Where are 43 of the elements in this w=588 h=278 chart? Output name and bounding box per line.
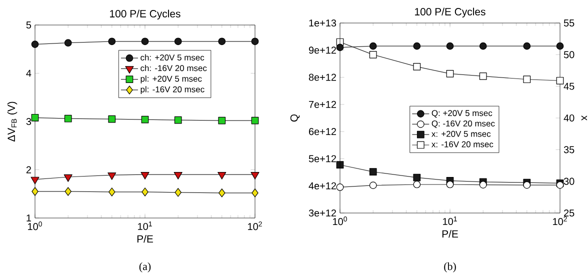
y-tick-label: 9e+12	[308, 46, 336, 54]
y2-tick-label: 40	[564, 114, 574, 122]
y-tick-label: 5	[26, 22, 32, 28]
y-tick-label: 7e+12	[309, 100, 336, 108]
x-tick-label: 10$^{1}$	[138, 222, 152, 230]
y-axis-title: ΔV$_{FB}$ (V)	[7, 102, 18, 142]
y2-tick-label: 45	[564, 82, 574, 90]
y-tick-label: 8e+12	[308, 74, 336, 81]
text: (a)	[139, 262, 151, 272]
y2-tick-label: 50	[564, 51, 574, 58]
y-tick-label: 2	[26, 166, 31, 174]
y-tick-label: 1e+13	[309, 19, 336, 27]
y-tick-label: 4e+12	[308, 182, 336, 190]
legend-label: pl: -16V 20 msec	[140, 86, 204, 94]
y-tick-label: 3e+12	[308, 209, 336, 217]
x-tick-label: 10$^{2}$	[553, 216, 567, 226]
x-tick-label: 10$^{2}$	[248, 222, 262, 230]
legend-label: x: -16V 20 msec	[432, 141, 494, 148]
y2-tick-label: 25	[564, 209, 574, 217]
chart-title: 100 P/E Cycles	[415, 8, 486, 18]
x-axis-title: P/E	[442, 230, 458, 238]
legend-label: ch: +20V 5 msec	[140, 54, 204, 60]
y-tick-label: 6e+12	[309, 128, 336, 136]
x-tick-label: 10$^{1}$	[443, 216, 457, 226]
y-tick-label: 5e+12	[308, 155, 336, 162]
y2-axis-title: x	[581, 116, 587, 120]
text: (b)	[444, 262, 456, 272]
y2-tick-label: 30	[564, 178, 574, 185]
legend-label: ch: -16V 20 msec	[140, 64, 207, 72]
y-axis-title: Q	[290, 114, 300, 122]
legend-label: x: +20V 5 msec	[432, 130, 491, 137]
y-tick-label: 3	[26, 118, 32, 126]
legend-label: pl: +20V 5 msec	[140, 76, 202, 84]
y2-tick-label: 35	[564, 146, 574, 154]
x-tick-label: 10$^{0}$	[333, 216, 347, 226]
y-tick-label: 1	[26, 214, 32, 222]
y-tick-label: 4	[26, 70, 32, 77]
x-tick-label: 10$^{0}$	[28, 222, 42, 230]
legend-label: Q: +20V 5 msec	[432, 110, 492, 118]
x-axis-title: P/E	[137, 234, 153, 243]
legend-label: Q: -16V 20 msec	[432, 120, 495, 128]
chart-title: 100 P/E Cycles	[110, 10, 180, 20]
y2-tick-label: 55	[564, 20, 574, 26]
